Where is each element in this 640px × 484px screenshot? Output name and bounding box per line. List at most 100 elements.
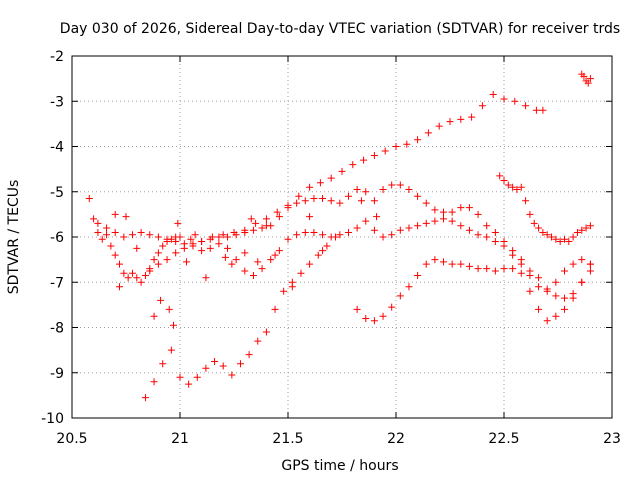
data-point [353,305,361,313]
data-point [193,373,201,381]
data-point [560,305,568,313]
data-point [586,267,594,275]
x-tick-label: 20.5 [56,431,87,447]
data-point [586,222,594,230]
data-point [440,215,448,223]
data-point [228,371,236,379]
data-point [103,231,111,239]
data-point [405,224,413,232]
data-point [241,249,249,257]
data-point [137,228,145,236]
data-point [163,235,171,243]
data-point [241,228,249,236]
data-point [245,351,253,359]
data-point [465,226,473,234]
data-point [262,328,270,336]
ticks: 20.5 21 21.5 22 22.5 23 -2 -3 -4 -5 -6 -7 -8 -9 -10 [41,49,621,447]
data-point [414,136,422,144]
data-point [211,357,219,365]
data-point [159,242,167,250]
data-point [133,274,141,282]
data-point [249,226,257,234]
data-point [586,75,594,83]
data-point [414,192,422,200]
data-point [167,346,175,354]
y-tick-label: -8 [50,321,64,337]
data-point [388,181,396,189]
chart-title: Day 030 of 2026, Sidereal Day-to-day VTE… [60,21,620,37]
data-point [483,265,491,273]
data-point [215,240,223,248]
data-point [517,260,525,268]
data-point [336,231,344,239]
data-point [465,204,473,212]
data-point [500,265,508,273]
series-arc-5 [353,256,594,325]
data-point [176,373,184,381]
data-point [254,258,262,266]
data-point [405,185,413,193]
data-point [474,210,482,218]
data-point [349,161,357,169]
data-point [185,380,193,388]
data-point [381,147,389,155]
data-point [422,199,430,207]
data-point [122,213,130,221]
data-point [172,238,180,246]
data-point [232,231,240,239]
data-point [370,226,378,234]
data-point [306,213,314,221]
y-tick-label: -6 [50,230,64,246]
data-point [137,278,145,286]
data-point [509,251,517,259]
y-tick-label: -5 [50,185,64,201]
data-point [474,265,482,273]
data-point [172,249,180,257]
data-point [440,208,448,216]
data-point [483,222,491,230]
data-point [262,222,270,230]
data-point [388,231,396,239]
data-point [154,260,162,268]
data-point [219,362,227,370]
data-point [560,294,568,302]
data-point [163,256,171,264]
x-tick-label: 22.5 [488,431,519,447]
data-point [111,228,119,236]
data-point [431,217,439,225]
data-point [221,253,229,261]
data-point [310,228,318,236]
data-point [435,122,443,130]
data-point [288,283,296,291]
data-point [362,188,370,196]
data-point [111,251,119,259]
data-point [353,185,361,193]
x-tick-label: 21.5 [272,431,303,447]
data-point [198,238,206,246]
data-point [258,224,266,232]
data-point [249,271,257,279]
data-point [94,228,102,236]
grid [72,56,612,418]
data-point [517,269,525,277]
data-point [489,90,497,98]
data-point [431,256,439,264]
data-point [219,231,227,239]
data-point [120,269,128,277]
data-point [548,233,556,241]
data-point [522,197,530,205]
x-tick-label: 21 [171,431,189,447]
data-point [344,192,352,200]
data-point [353,224,361,232]
data-point [297,269,305,277]
data-point [582,224,590,232]
data-point [232,256,240,264]
data-point [414,271,422,279]
data-point [569,294,577,302]
data-point [344,228,352,236]
data-point [271,251,279,259]
data-point [496,172,504,180]
data-point [224,244,232,252]
